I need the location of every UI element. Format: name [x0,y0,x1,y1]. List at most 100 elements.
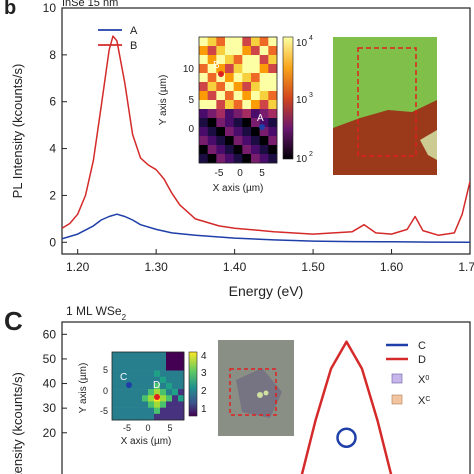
heatmap-cell [225,127,234,137]
heatmap-cell [225,109,234,119]
panel-b-inset-y-tick: 5 [188,95,194,106]
heatmap-cell [136,413,143,421]
heatmap-cell [160,401,167,408]
panel-c-series [300,340,393,474]
heatmap-cell [136,407,143,415]
y-tick-label: 20 [43,426,57,440]
x-tick-label: 1.70 [458,260,474,274]
x-tick-label: 1.20 [66,260,90,274]
heatmap-cell [199,100,208,110]
heatmap-cell [207,73,217,83]
heatmap-cell [118,358,125,365]
heatmap-cell [166,407,173,415]
optical-selection-box [357,47,417,157]
series-line-d [300,340,393,474]
legend-label-x0: X0 [418,374,429,386]
heatmap-cell [216,118,226,128]
heatmap-cell [166,364,173,371]
heatmap-cell [148,370,155,378]
y-tick-label: 6 [49,95,56,109]
panel-b-label: b [4,0,16,19]
heatmap-cell [112,407,119,415]
heatmap-cell [251,82,260,92]
heatmap-cell [268,64,278,74]
heatmap-cell [251,46,260,56]
heatmap-cell [268,91,278,101]
heatmap-cell [142,358,149,365]
heatmap-cell [136,389,143,396]
heatmap-cell [166,401,173,408]
point-d-marker [154,394,160,400]
heatmap-cell [259,64,269,74]
panel-c-inset-x-tick: 0 [145,423,150,433]
heatmap-cell [154,413,161,421]
heatmap-cell [207,37,217,47]
heatmap-cell [178,382,185,390]
heatmap-cell [112,382,119,390]
panel-c-header-main: 1 ML WSe [66,304,122,318]
heatmap-cell [233,46,243,56]
series-line-a [62,213,470,244]
heatmap-cell [216,37,226,47]
heatmap-cell [251,127,260,137]
panel-b-inset-x-label: X axis (µm) [213,183,264,194]
heatmap-cell [148,358,155,365]
heatmap-cell [172,364,179,371]
y-tick-label: 0 [49,235,56,249]
panel-b-inset-x-tick: 0 [237,168,243,179]
optical-c-selection-box [229,368,277,416]
heatmap-cell [259,100,269,110]
heatmap-cell [225,82,234,92]
heatmap-cell [242,136,252,146]
legend-swatch-x0 [391,373,403,384]
heatmap-cell [207,55,217,65]
heatmap-cell [124,389,131,396]
panel-b-inset-x-tick: -5 [215,168,224,179]
colorbar-tick: 4 [201,351,207,362]
heatmap-cell [225,73,234,83]
heatmap-cell [118,401,125,408]
panel-b-colorbar: 10 4 10 3 10 2 [282,35,313,165]
heatmap-cell [160,389,167,396]
panel-c-optical-image [218,340,294,436]
heatmap-cell [178,401,185,408]
panel-c-inset-x-label: X axis (µm) [121,436,172,447]
panel-b-colorbar-bar [282,36,294,160]
panel-b-x-ticks: 1.20 1.30 1.40 1.50 1.60 1.70 [66,249,474,274]
heatmap-cell [124,395,131,402]
heatmap-cell [251,37,260,47]
heatmap-cell [216,127,226,137]
heatmap-cell [207,91,217,101]
heatmap-cell [199,136,208,146]
heatmap-cell [154,370,161,378]
heatmap-cell [172,401,179,408]
heatmap-cell [172,407,179,415]
heatmap-cell [199,73,208,83]
heatmap-cell [160,364,167,371]
heatmap-cell [242,37,252,47]
heatmap-cell [207,145,217,155]
heatmap-cell [178,358,185,365]
heatmap-cell [112,370,119,378]
panel-c-header: 1 ML WSe2 [66,304,127,322]
heatmap-cell [142,364,149,371]
heatmap-cell [207,127,217,137]
heatmap-cell [268,136,278,146]
heatmap-cell [259,136,269,146]
heatmap-cell [216,82,226,92]
panel-b-plot-frame [61,7,471,255]
panel-b-header: InSe 15 nm [62,0,118,9]
heatmap-cell [225,145,234,155]
heatmap-cell [259,154,269,164]
heatmap-cell [178,352,185,359]
heatmap-cell [216,100,226,110]
panel-b-heatmap [199,37,278,164]
panel-b-y-label: PL Intensity (kcounts/s) [10,64,25,199]
heatmap-cell [178,413,185,421]
heatmap-cell [207,109,217,119]
optical-flake-highlight [420,130,437,160]
heatmap-cell [130,364,137,371]
heatmap-cell [199,46,208,56]
heatmap-cell [112,364,119,371]
heatmap-cell [160,407,167,415]
